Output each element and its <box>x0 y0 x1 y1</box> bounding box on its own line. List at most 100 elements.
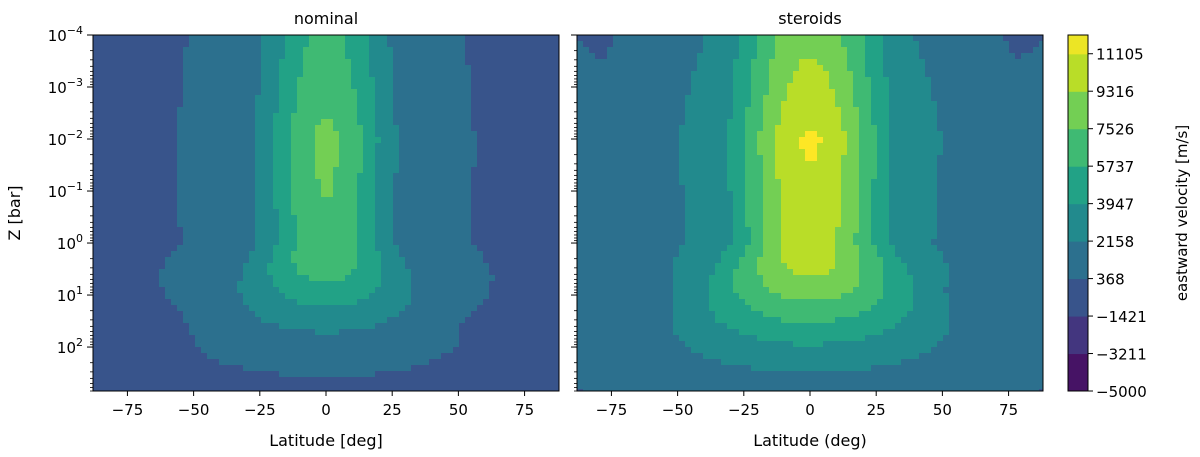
contour-cell <box>405 263 412 270</box>
contour-cell <box>261 245 268 252</box>
contour-cell <box>531 35 538 42</box>
contour-cell <box>441 107 448 114</box>
contour-cell <box>255 215 262 222</box>
contour-cell <box>171 377 178 384</box>
contour-cell <box>123 101 130 108</box>
contour-cell <box>501 227 508 234</box>
contour-cell <box>949 41 956 48</box>
contour-cell <box>429 197 436 204</box>
contour-cell <box>483 155 490 162</box>
contour-cell <box>309 329 316 336</box>
contour-cell <box>273 41 280 48</box>
contour-cell <box>213 323 220 330</box>
contour-cell <box>249 275 256 282</box>
contour-cell <box>531 167 538 174</box>
contour-cell <box>123 125 130 132</box>
contour-cell <box>447 167 454 174</box>
contour-cell <box>613 35 620 42</box>
contour-cell <box>363 311 370 318</box>
contour-cell <box>381 263 388 270</box>
contour-cell <box>315 155 322 162</box>
contour-cell <box>171 371 178 378</box>
contour-cell <box>1009 35 1016 42</box>
contour-cell <box>261 191 268 198</box>
contour-cell <box>219 77 226 84</box>
contour-cell <box>447 305 454 312</box>
contour-cell <box>525 359 532 366</box>
contour-cell <box>333 209 340 216</box>
contour-cell <box>351 179 358 186</box>
contour-cell <box>171 41 178 48</box>
contour-cell <box>477 269 484 276</box>
contour-cell <box>549 227 556 234</box>
contour-cell <box>93 245 100 252</box>
contour-cell <box>291 125 298 132</box>
contour-cell <box>141 155 148 162</box>
contour-cell <box>465 227 472 234</box>
contour-cell <box>519 137 526 144</box>
contour-cell <box>201 83 208 90</box>
contour-cell <box>459 65 466 72</box>
contour-cell <box>315 185 322 192</box>
contour-cell <box>489 245 496 252</box>
contour-cell <box>549 269 556 276</box>
contour-cell <box>339 107 346 114</box>
contour-cell <box>471 269 478 276</box>
contour-cell <box>207 95 214 102</box>
contour-cell <box>447 311 454 318</box>
contour-cell <box>147 35 154 42</box>
contour-cell <box>489 161 496 168</box>
contour-cell <box>129 275 136 282</box>
contour-cell <box>105 365 112 372</box>
contour-cell <box>243 317 250 324</box>
contour-cell <box>189 251 196 258</box>
contour-cell <box>261 167 268 174</box>
contour-cell <box>183 47 190 54</box>
contour-cell <box>483 239 490 246</box>
contour-cell <box>135 65 142 72</box>
contour-cell <box>375 83 382 90</box>
contour-cell <box>117 263 124 270</box>
contour-cell <box>189 101 196 108</box>
contour-cell <box>165 329 172 336</box>
contour-cell <box>315 167 322 174</box>
contour-cell <box>351 197 358 204</box>
contour-cell <box>99 35 106 42</box>
contour-cell <box>339 353 346 360</box>
contour-cell <box>883 41 890 48</box>
contour-cell <box>435 95 442 102</box>
contour-cell <box>519 383 526 390</box>
contour-cell <box>291 281 298 288</box>
contour-cell <box>309 233 316 240</box>
contour-cell <box>417 287 424 294</box>
contour-cell <box>429 113 436 120</box>
contour-cell <box>267 125 274 132</box>
contour-cell <box>411 227 418 234</box>
contour-cell <box>357 323 364 330</box>
contour-cell <box>135 53 142 60</box>
contour-cell <box>225 251 232 258</box>
contour-cell <box>423 209 430 216</box>
contour-cell <box>285 107 292 114</box>
contour-cell <box>363 203 370 210</box>
contour-cell <box>447 245 454 252</box>
contour-cell <box>691 35 698 42</box>
contour-cell <box>333 233 340 240</box>
contour-cell <box>309 179 316 186</box>
contour-cell <box>369 245 376 252</box>
contour-cell <box>321 47 328 54</box>
contour-cell <box>213 41 220 48</box>
contour-cell <box>889 41 896 48</box>
contour-cell <box>363 341 370 348</box>
contour-cell <box>465 347 472 354</box>
contour-cell <box>429 317 436 324</box>
contour-cell <box>435 329 442 336</box>
contour-cell <box>363 371 370 378</box>
contour-cell <box>231 203 238 210</box>
contour-cell <box>793 35 800 42</box>
contour-cell <box>393 179 400 186</box>
contour-cell <box>847 35 854 42</box>
contour-cell <box>321 383 328 390</box>
contour-cell <box>555 173 560 180</box>
contour-cell <box>399 113 406 120</box>
